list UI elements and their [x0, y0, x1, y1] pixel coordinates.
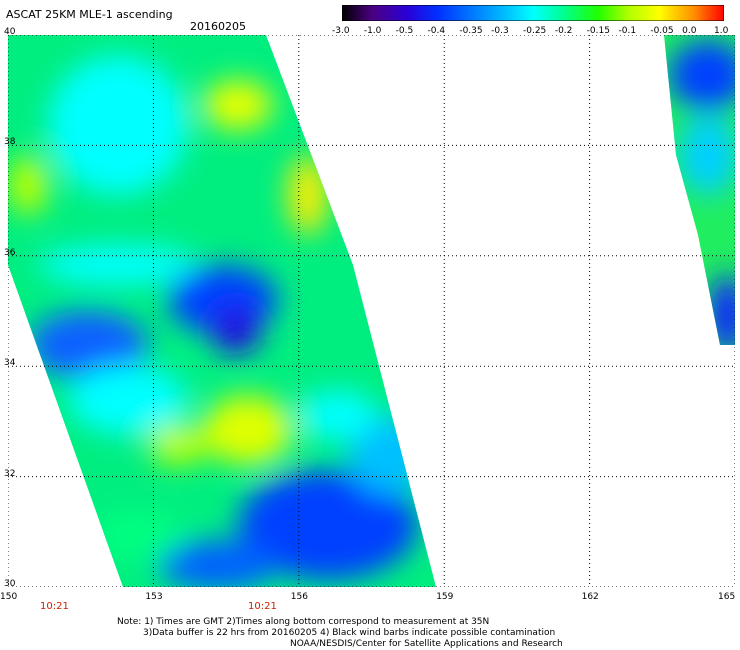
- swath-right: [664, 35, 735, 345]
- graticule: [8, 35, 735, 587]
- longitude-label: 153: [145, 592, 163, 602]
- longitude-label: 159: [436, 592, 454, 602]
- latitude-label: 34: [4, 358, 16, 369]
- colorbar-tick-label: -0.25: [523, 26, 547, 36]
- time-label-2: 10:21: [248, 601, 277, 612]
- colorbar-tick-label: -0.2: [554, 26, 573, 36]
- time-label-1: 10:21: [40, 601, 69, 612]
- latitude-label: 40: [4, 27, 16, 37]
- map-title: ASCAT 25KM MLE-1 ascending: [6, 8, 173, 21]
- colorbar: [342, 5, 724, 21]
- colorbar-tick-label: -0.05: [650, 26, 674, 36]
- colorbar-tick-label: -0.5: [395, 26, 414, 36]
- colorbar-tick-label: -0.3: [491, 26, 509, 36]
- map-date: 20160205: [190, 20, 246, 33]
- latitude-label: 36: [4, 247, 16, 258]
- longitude-label: 150: [0, 592, 18, 602]
- colorbar-tick-label: -0.35: [459, 26, 483, 36]
- longitude-label: 156: [290, 592, 308, 602]
- colorbar-tick-label: 1.0: [714, 26, 729, 36]
- latitude-label: 30: [4, 579, 16, 589]
- latitude-label: 32: [4, 468, 16, 479]
- swath-left: [8, 35, 436, 587]
- wind-map: [8, 35, 735, 587]
- colorbar-tick-label: 0.0: [682, 26, 697, 36]
- note-line-1: Note: 1) Times are GMT 2)Times along bot…: [117, 617, 490, 627]
- longitude-label: 162: [581, 592, 599, 602]
- colorbar-tick-label: -0.4: [427, 26, 446, 36]
- colorbar-tick-label: -0.15: [586, 26, 610, 36]
- longitude-label: 165: [718, 592, 736, 602]
- colorbar-tick-label: -0.1: [618, 26, 637, 36]
- latitude-label: 38: [4, 137, 16, 148]
- colorbar-tick-label: -3.0: [332, 26, 350, 36]
- note-line-2: 3)Data buffer is 22 hrs from 20160205 4)…: [143, 628, 556, 638]
- note-line-3: NOAA/NESDIS/Center for Satellite Applica…: [290, 639, 563, 649]
- colorbar-tick-label: -1.0: [363, 26, 382, 36]
